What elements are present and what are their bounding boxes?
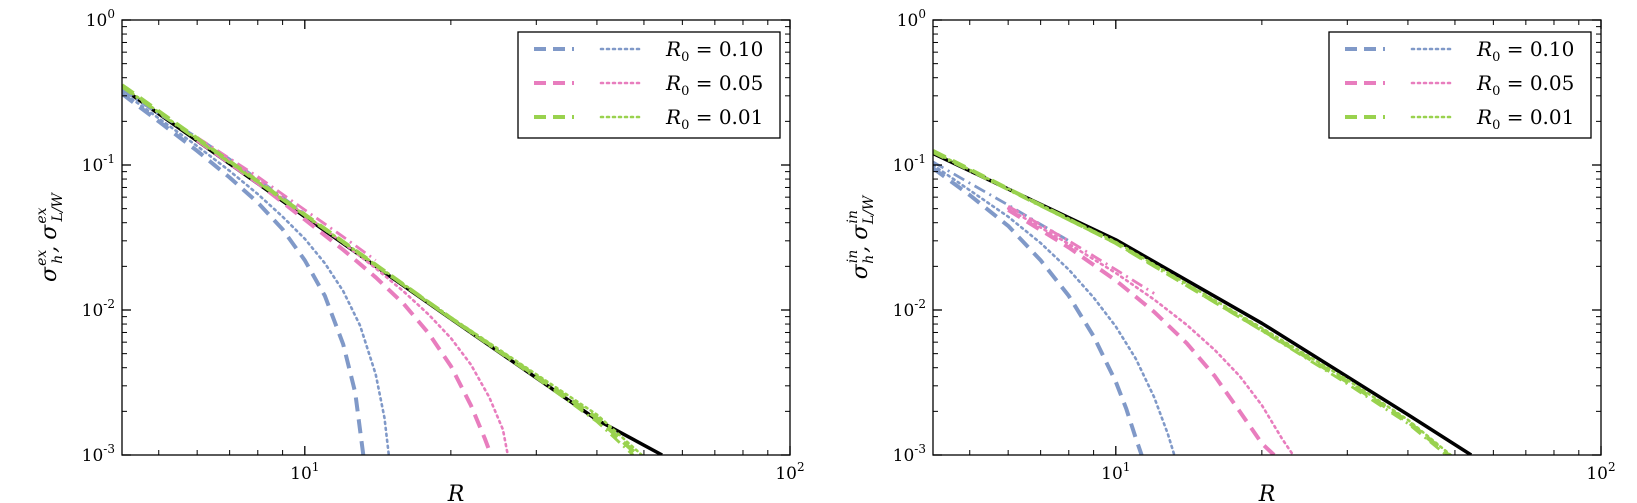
legend-entry-left-2: R0 = 0.01 [534,105,763,133]
series-group-right [933,149,1473,455]
legend-entry-left-0: R0 = 0.10 [534,37,763,65]
legend-label: R0 = 0.10 [665,37,763,65]
series-line-right-3 [933,160,1070,243]
y-tick-label-right-1: 10-1 [893,152,926,176]
series-line-left-5 [195,137,510,455]
y-tick-label-right-0: 100 [897,7,926,31]
legend-entry-left-1: R0 = 0.05 [534,71,763,99]
y-tick-label-right-3: 10-3 [893,442,926,466]
series-line-right-5 [1006,207,1295,455]
legend-label: R0 = 0.05 [665,71,763,99]
series-line-left-2 [122,90,391,455]
series-line-right-6 [1007,204,1155,295]
series-line-right-7 [933,149,1450,455]
y-tick-label-left-3: 10-3 [82,442,115,466]
axes-frame-right [932,19,1602,456]
series-line-left-4 [196,138,493,455]
legend-left: R0 = 0.10 R0 = 0.05 R0 = 0.01 [517,31,781,139]
legend-label: R0 = 0.01 [1476,105,1574,133]
y-tick-label-left-2: 10-2 [82,297,115,321]
axes-frame-left [121,19,791,456]
x-tick-label-right-0: 101 [1101,460,1130,484]
legend-entry-right-1: R0 = 0.05 [1345,71,1574,99]
x-tick-label-left-0: 101 [290,460,319,484]
series-line-right-4 [1007,208,1276,455]
legend-entry-right-2: R0 = 0.01 [1345,105,1574,133]
y-tick-label-left-0: 100 [86,7,115,31]
series-line-right-0 [933,151,1473,455]
y-axis-label-right: σinh,σinL/W [845,194,877,279]
y-axis-label-left: σexh,σexL/W [34,191,66,281]
series-line-right-1 [933,166,1144,455]
x-tick-label-left-1: 102 [775,460,804,484]
x-axis-label-right: R [1258,482,1276,503]
minor-ticks-right [933,20,1601,455]
series-line-right-2 [933,163,1176,455]
series-group-left [122,83,663,455]
x-axis-label-left: R [447,482,465,503]
y-tick-label-left-1: 10-1 [82,152,115,176]
minor-ticks-left [122,20,790,455]
legend-entry-right-0: R0 = 0.10 [1345,37,1574,65]
series-line-left-1 [122,92,366,455]
legend-label: R0 = 0.01 [665,105,763,133]
series-line-left-9 [122,85,635,455]
legend-label: R0 = 0.05 [1476,71,1574,99]
y-tick-label-right-2: 10-2 [893,297,926,321]
series-line-right-9 [933,151,1448,455]
legend-right: R0 = 0.10 R0 = 0.05 R0 = 0.01 [1328,31,1592,139]
legend-label: R0 = 0.10 [1476,37,1574,65]
x-tick-label-right-1: 102 [1586,460,1615,484]
series-line-left-6 [196,136,377,262]
series-line-right-8 [933,150,1452,455]
